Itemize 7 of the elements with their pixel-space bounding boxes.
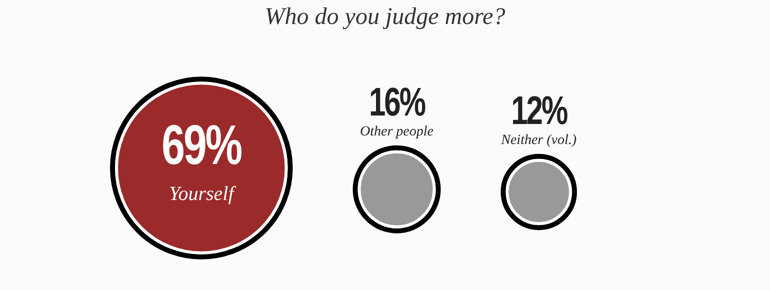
data-label: 69% xyxy=(162,114,242,176)
data-label: 12% xyxy=(511,88,568,133)
data-label: 16% xyxy=(368,80,426,124)
category-label: Other people xyxy=(360,124,434,140)
text: Who do you judge more? xyxy=(264,3,506,32)
category-label: Yourself xyxy=(168,183,236,205)
category-label: Neither (vol.) xyxy=(500,132,577,148)
